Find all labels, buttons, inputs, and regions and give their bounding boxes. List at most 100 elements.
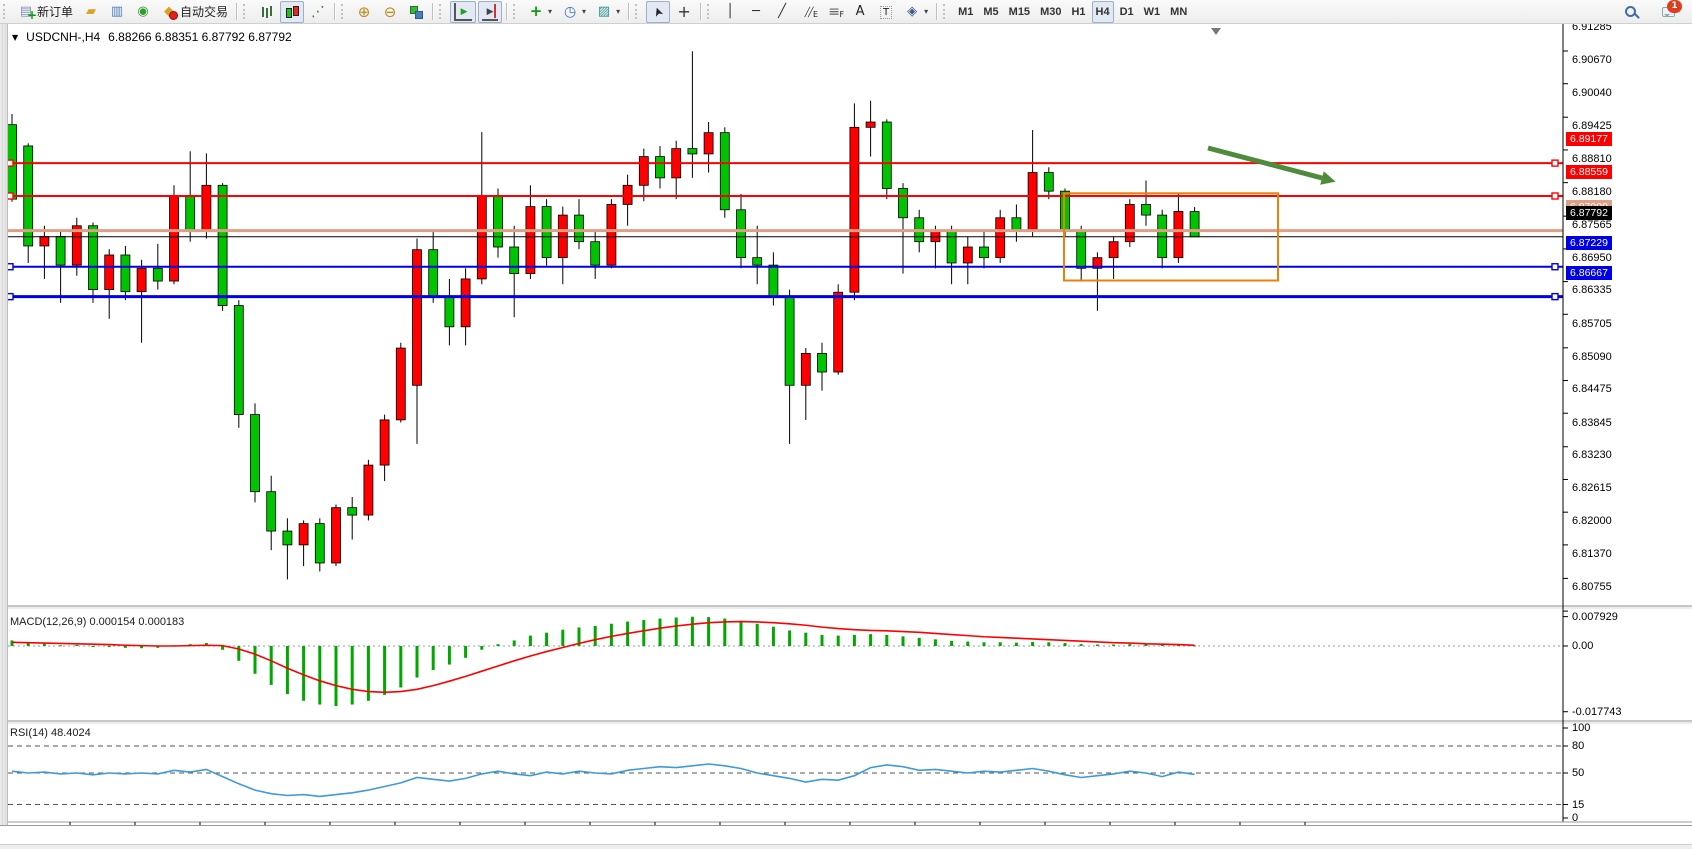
- macd-bar: [528, 635, 532, 646]
- candle-body: [979, 246, 989, 259]
- zoom-in-button[interactable]: [352, 1, 376, 23]
- macd-bar: [156, 646, 160, 648]
- candle-body: [136, 267, 147, 293]
- arrows-icon: [904, 4, 920, 20]
- new-order-button[interactable]: 新订单: [14, 1, 77, 23]
- chat-button[interactable]: 1: [1657, 0, 1682, 23]
- macd-bar: [755, 623, 759, 646]
- toolbar-grip[interactable]: [341, 4, 347, 19]
- candle-body: [1173, 210, 1184, 259]
- macd-bar: [950, 640, 954, 646]
- zoom-out-button[interactable]: [378, 1, 402, 23]
- search-button[interactable]: [1619, 1, 1643, 23]
- market-watch-button[interactable]: [79, 1, 103, 23]
- macd-bar: [1128, 644, 1132, 646]
- arrows-button[interactable]: ▾: [900, 1, 932, 23]
- timeframe-w1[interactable]: W1: [1140, 1, 1165, 23]
- chart-collapse-icon[interactable]: ▼: [12, 32, 19, 42]
- chart-shift-icon: [482, 3, 499, 21]
- candle-body: [39, 235, 50, 247]
- line-chart-button[interactable]: [306, 1, 330, 23]
- signals-button[interactable]: [131, 1, 155, 23]
- text-label-button[interactable]: [874, 1, 898, 23]
- timeframe-d1[interactable]: D1: [1116, 1, 1138, 23]
- toolbar-grip[interactable]: [3, 4, 9, 19]
- auto-trading-button[interactable]: 自动交易: [157, 1, 232, 23]
- cursor-button[interactable]: [646, 0, 671, 23]
- trendline-button[interactable]: [770, 1, 794, 23]
- macd-bar: [1176, 644, 1180, 646]
- timeframe-h4-label: H4: [1095, 5, 1110, 18]
- macd-bar: [966, 641, 970, 646]
- candle-body: [1027, 172, 1038, 232]
- macd-bar: [723, 618, 727, 646]
- toolbar-grip[interactable]: [439, 4, 445, 19]
- macd-bar: [869, 634, 873, 646]
- macd-bar: [820, 634, 824, 646]
- chevron-down-icon[interactable]: ▾: [582, 7, 587, 16]
- price-line-handle[interactable]: [1551, 292, 1559, 301]
- timeframe-h4[interactable]: H4: [1091, 0, 1114, 23]
- toolbar-grip[interactable]: [943, 4, 949, 19]
- macd-bar: [285, 646, 289, 695]
- candlestick-chart-icon: [284, 4, 300, 20]
- zoom-out-icon: [382, 4, 398, 20]
- macd-bar: [221, 646, 225, 650]
- toolbar-grip[interactable]: [707, 4, 713, 19]
- chevron-down-icon[interactable]: ▾: [548, 7, 553, 16]
- candle-body: [703, 132, 714, 155]
- macd-bar: [1079, 644, 1083, 646]
- candle-body: [152, 267, 163, 282]
- toolbar-grip[interactable]: [635, 4, 641, 19]
- chart-shift-marker[interactable]: [1211, 28, 1221, 35]
- vertical-line-button[interactable]: [718, 1, 742, 23]
- annotation-rectangle[interactable]: [1063, 192, 1279, 282]
- bar-chart-button[interactable]: [254, 1, 278, 23]
- toolbar-group: [338, 0, 429, 23]
- price-line-handle[interactable]: [1551, 159, 1559, 167]
- timeframe-mn[interactable]: MN: [1166, 1, 1191, 23]
- toolbar-separator: [236, 3, 238, 20]
- horizontal-line-button[interactable]: [744, 1, 768, 23]
- chevron-down-icon[interactable]: ▾: [616, 7, 621, 16]
- toolbar-grip[interactable]: [243, 4, 249, 19]
- price-line-handle[interactable]: [1551, 263, 1559, 271]
- indicators-button[interactable]: ▾: [524, 1, 556, 23]
- crosshair-button[interactable]: [672, 1, 696, 23]
- tile-windows-button[interactable]: [404, 1, 428, 23]
- chat-icon: 1: [1661, 0, 1682, 20]
- periods-button[interactable]: ▾: [558, 1, 590, 23]
- timeframe-m1[interactable]: M1: [954, 1, 977, 23]
- timeframe-h1[interactable]: H1: [1067, 1, 1089, 23]
- candle-body: [752, 257, 763, 266]
- templates-button[interactable]: ▾: [592, 1, 624, 23]
- macd-bar: [593, 626, 597, 646]
- price-line-handle[interactable]: [1551, 192, 1559, 200]
- candle-body: [266, 491, 277, 532]
- timeframe-m30[interactable]: M30: [1036, 1, 1065, 23]
- timeframe-m5[interactable]: M5: [979, 1, 1002, 23]
- candle-body: [817, 352, 827, 373]
- macd-signal-line: [11, 620, 1195, 694]
- chevron-down-icon[interactable]: ▾: [924, 7, 929, 16]
- timeframe-m15[interactable]: M15: [1005, 1, 1034, 23]
- candlestick-chart-button[interactable]: [280, 0, 305, 23]
- candle-body: [347, 507, 358, 516]
- equidistant-channel-button[interactable]: [796, 1, 820, 23]
- fibonacci-button[interactable]: [822, 1, 846, 23]
- candle-body: [995, 217, 1006, 259]
- macd-bar: [901, 636, 905, 646]
- macd-bar: [107, 646, 111, 648]
- candle-body: [217, 184, 228, 306]
- data-window-button[interactable]: [105, 1, 129, 23]
- toolbar-separator: [936, 3, 938, 20]
- chart-shift-button[interactable]: [478, 0, 503, 23]
- annotation-arrow[interactable]: [1207, 145, 1323, 181]
- line-chart-icon: [310, 4, 326, 20]
- candle-body: [736, 209, 746, 259]
- text-button[interactable]: [848, 1, 872, 23]
- candle-body: [962, 246, 973, 264]
- toolbar-grip[interactable]: [513, 4, 519, 19]
- auto-scroll-button[interactable]: [450, 0, 477, 23]
